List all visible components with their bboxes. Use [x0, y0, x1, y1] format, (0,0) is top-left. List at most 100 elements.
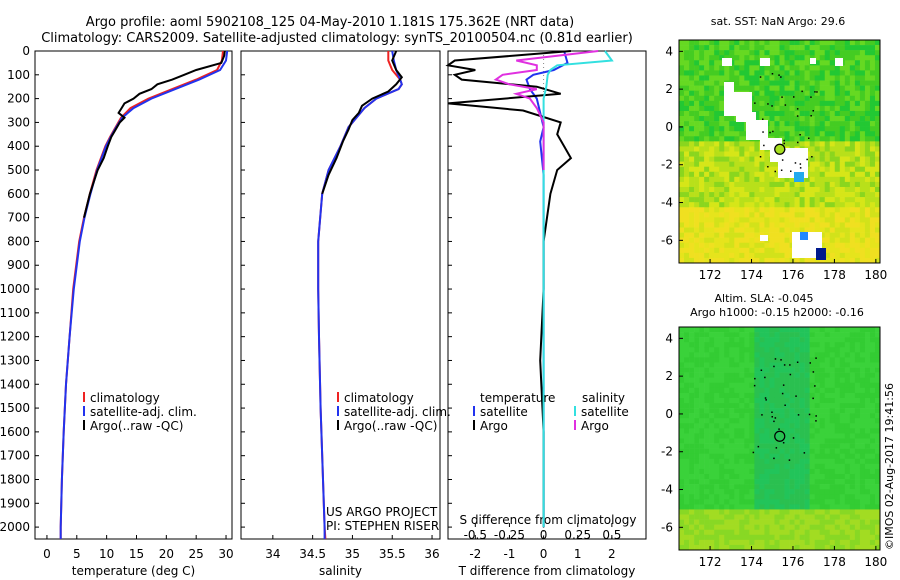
map-cell: [799, 192, 805, 198]
map-cell: [679, 232, 685, 238]
map-cell: [789, 95, 795, 102]
map-cell: [874, 499, 881, 505]
map-cell: [679, 327, 685, 333]
map-cell: [754, 232, 760, 238]
map-cell: [804, 428, 810, 434]
map-cell: [764, 192, 770, 198]
map-cell: [714, 171, 720, 178]
map-cell: [799, 392, 805, 399]
map-cell: [799, 433, 805, 439]
map-cell: [799, 362, 805, 368]
map-cell: [849, 347, 856, 353]
map-cell: [759, 403, 765, 409]
map-cell: [799, 60, 805, 66]
map-cell: [854, 95, 861, 102]
map-cell: [734, 453, 740, 460]
map-cell: [824, 539, 831, 546]
map-cell: [764, 519, 770, 525]
map-cell: [804, 136, 810, 142]
map-cell: [779, 222, 785, 228]
coast-dot: [812, 397, 814, 400]
map-cell: [719, 509, 725, 515]
map-cell: [859, 212, 866, 218]
map-cell: [829, 382, 836, 389]
map-cell: [859, 85, 866, 91]
map-cell: [854, 392, 861, 399]
map-cell: [794, 479, 800, 485]
map-cell: [769, 252, 775, 259]
map-cell: [744, 443, 750, 449]
map-cell: [874, 428, 881, 434]
map-cell: [729, 387, 735, 394]
map-cell: [704, 423, 710, 429]
map-cell: [719, 357, 725, 363]
map-cell: [744, 151, 750, 157]
map-cell: [829, 217, 836, 223]
map-cell: [834, 342, 841, 348]
map-cell: [709, 161, 715, 168]
coast-dot: [797, 414, 800, 416]
map-cell: [744, 458, 750, 465]
map-cell: [794, 95, 800, 102]
map-cell: [694, 70, 700, 76]
coast-dot: [782, 384, 785, 386]
map-cell: [764, 392, 770, 399]
map-cell: [754, 529, 760, 536]
map-cell: [749, 387, 755, 394]
map-cell: [779, 362, 785, 368]
sst-cell-cold: [816, 248, 826, 260]
map-cell: [709, 337, 715, 343]
map-cell: [819, 222, 826, 228]
map-cell: [829, 413, 836, 419]
map-cell: [739, 357, 745, 363]
map-cell: [699, 362, 705, 368]
map-cell: [799, 357, 805, 363]
map-cell: [689, 156, 695, 162]
map-cell: [819, 232, 826, 238]
map-cell: [764, 242, 770, 249]
map-cell: [704, 50, 710, 56]
map-cell: [819, 468, 826, 475]
map-cell: [739, 463, 745, 470]
map-cell: [689, 357, 695, 363]
map-cell: [839, 529, 846, 536]
map-cell: [849, 539, 856, 546]
map-cell: [709, 443, 715, 449]
map-cell: [754, 397, 760, 404]
map-cell: [839, 413, 846, 419]
map-cell: [694, 413, 700, 419]
map-cell: [869, 252, 876, 259]
map-cell: [724, 242, 730, 249]
map-cell: [694, 408, 700, 414]
map-cell: [699, 372, 705, 378]
map-cell: [864, 362, 871, 368]
map-cell: [784, 458, 790, 465]
map-cell: [864, 55, 871, 61]
map-cell: [694, 448, 700, 455]
map-cell: [729, 50, 735, 56]
map-cell: [749, 468, 755, 475]
map-cell: [749, 342, 755, 348]
map-cell: [704, 387, 710, 394]
map-cell: [834, 418, 841, 424]
map-cell: [689, 382, 695, 389]
map-cell: [844, 514, 851, 520]
map-cell: [769, 242, 775, 249]
map-cell: [849, 529, 856, 536]
map-cell: [824, 90, 831, 97]
map-cell: [724, 217, 730, 223]
map-cell: [844, 202, 851, 208]
map-cell: [734, 489, 740, 495]
map-cell: [694, 468, 700, 475]
map-cell: [784, 212, 790, 218]
map-cell: [769, 377, 775, 384]
map-cell: [744, 252, 750, 259]
map-cell: [799, 489, 805, 495]
map-cell: [699, 110, 705, 117]
map-cell: [854, 242, 861, 249]
map-cell: [799, 186, 805, 193]
map-cell: [714, 126, 720, 132]
map-cell: [819, 423, 826, 429]
map-cell: [789, 468, 795, 475]
map-cell: [859, 55, 866, 61]
